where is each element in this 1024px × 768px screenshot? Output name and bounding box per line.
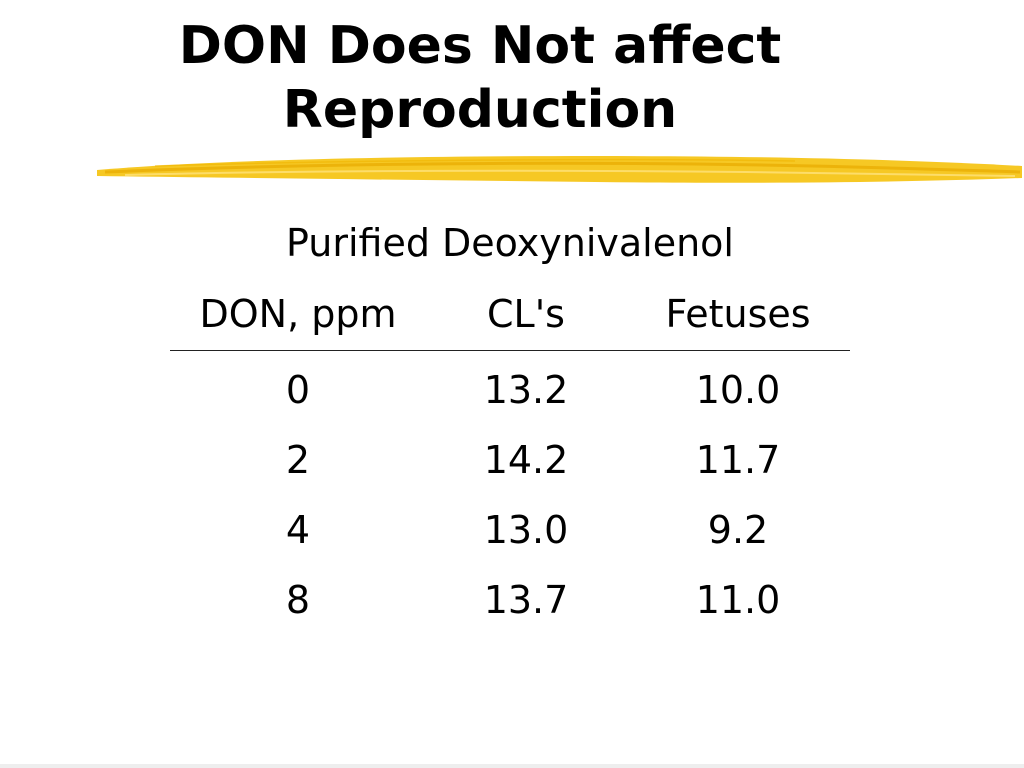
cell-cls: 14.2 bbox=[483, 438, 569, 482]
cell-don-ppm: 0 bbox=[285, 368, 311, 412]
slide-bottom-edge bbox=[0, 764, 1024, 768]
slide-title: DON Does Not affect Reproduction bbox=[80, 14, 880, 142]
data-table: DON, ppm CL's Fetuses 0 13.2 10.0 2 14.2… bbox=[170, 285, 850, 635]
table-row: 4 13.0 9.2 bbox=[170, 495, 850, 565]
cell-don-ppm: 8 bbox=[285, 578, 311, 622]
header-don-ppm: DON, ppm bbox=[199, 292, 397, 336]
title-highlight-stroke bbox=[97, 156, 1022, 183]
cell-don-ppm: 2 bbox=[285, 438, 311, 482]
header-cls: CL's bbox=[487, 292, 565, 336]
cell-cls: 13.2 bbox=[483, 368, 569, 412]
cell-fetuses: 9.2 bbox=[707, 508, 769, 552]
header-fetuses: Fetuses bbox=[665, 292, 811, 336]
cell-cls: 13.7 bbox=[483, 578, 569, 622]
header-divider bbox=[170, 350, 850, 351]
table-row: 8 13.7 11.0 bbox=[170, 565, 850, 635]
cell-fetuses: 10.0 bbox=[695, 368, 781, 412]
table-caption: Purified Deoxynivalenol bbox=[286, 221, 734, 265]
cell-fetuses: 11.7 bbox=[695, 438, 781, 482]
table-header-row: DON, ppm CL's Fetuses bbox=[170, 285, 850, 343]
table-row: 0 13.2 10.0 bbox=[170, 355, 850, 425]
cell-cls: 13.0 bbox=[483, 508, 569, 552]
cell-fetuses: 11.0 bbox=[695, 578, 781, 622]
title-line-2: Reproduction bbox=[282, 80, 678, 140]
cell-don-ppm: 4 bbox=[285, 508, 311, 552]
title-line-1: DON Does Not affect bbox=[178, 16, 782, 76]
table-row: 2 14.2 11.7 bbox=[170, 425, 850, 495]
